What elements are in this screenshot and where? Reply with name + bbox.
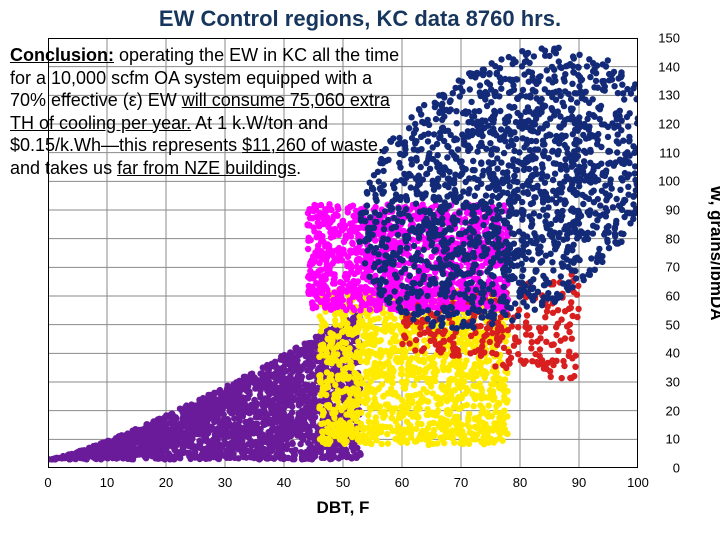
x-tick: 0 bbox=[44, 475, 51, 490]
x-tick: 10 bbox=[100, 475, 114, 490]
y-tick: 0 bbox=[673, 461, 680, 476]
y-tick: 30 bbox=[666, 375, 680, 390]
y-tick: 110 bbox=[659, 145, 680, 160]
x-axis-label: DBT, F bbox=[48, 498, 638, 518]
x-tick: 50 bbox=[336, 475, 350, 490]
x-tick: 80 bbox=[513, 475, 527, 490]
y-tick: 70 bbox=[666, 260, 680, 275]
x-tick: 90 bbox=[572, 475, 586, 490]
y-tick: 140 bbox=[658, 59, 680, 74]
y-tick: 150 bbox=[658, 31, 680, 46]
x-tick: 100 bbox=[627, 475, 649, 490]
y-tick: 100 bbox=[658, 174, 680, 189]
y-tick: 80 bbox=[666, 231, 680, 246]
x-tick: 70 bbox=[454, 475, 468, 490]
y-tick: 20 bbox=[666, 403, 680, 418]
y-tick: 40 bbox=[666, 346, 680, 361]
x-tick: 30 bbox=[218, 475, 232, 490]
x-tick: 60 bbox=[395, 475, 409, 490]
conclusion-box: Conclusion: operating the EW in KC all t… bbox=[10, 44, 410, 179]
chart-title: EW Control regions, KC data 8760 hrs. bbox=[0, 6, 720, 32]
y-tick: 50 bbox=[666, 317, 680, 332]
y-tick: 10 bbox=[666, 432, 680, 447]
y-tick: 120 bbox=[658, 117, 680, 132]
x-tick: 40 bbox=[277, 475, 291, 490]
conclusion-lead: Conclusion: bbox=[10, 45, 114, 65]
x-tick: 20 bbox=[159, 475, 173, 490]
y-tick: 130 bbox=[658, 88, 680, 103]
y-tick: 90 bbox=[666, 203, 680, 218]
y-tick: 60 bbox=[666, 289, 680, 304]
